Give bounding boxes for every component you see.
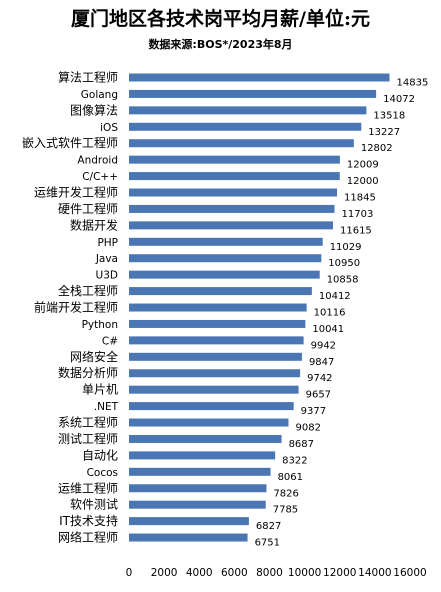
bar (129, 533, 248, 542)
category-label: 全栈工程师 (58, 283, 118, 298)
category-label: 数据分析师 (58, 365, 118, 380)
category-label: C/C++ (82, 171, 118, 183)
data-label: 10412 (319, 291, 351, 302)
bar (129, 106, 367, 115)
data-label: 10858 (327, 275, 359, 286)
data-label: 13518 (373, 110, 405, 121)
category-label: 软件测试 (70, 497, 118, 512)
data-label: 6751 (255, 538, 280, 549)
data-label: 12009 (347, 160, 379, 171)
bar (129, 254, 322, 263)
x-tick-label: 16000 (393, 567, 426, 579)
data-label: 10041 (312, 324, 344, 335)
bar (129, 89, 377, 98)
data-label: 7826 (273, 488, 298, 499)
category-label: 网络安全 (70, 349, 118, 364)
x-tick-label: 12000 (323, 567, 356, 579)
category-label: Golang (81, 89, 118, 101)
category-label: 运维工程师 (58, 480, 118, 495)
bar (129, 204, 335, 213)
data-label: 10950 (328, 258, 360, 269)
data-label: 14835 (397, 78, 429, 89)
category-label: U3D (96, 270, 118, 282)
data-label: 7785 (273, 505, 298, 516)
category-label: 硬件工程师 (58, 201, 118, 216)
bar (129, 319, 306, 328)
data-label: 14072 (383, 94, 415, 105)
category-label: 自动化 (82, 448, 118, 462)
data-label: 9847 (309, 357, 334, 368)
data-label: 11029 (330, 242, 362, 253)
bar (129, 237, 323, 246)
category-label: 网络工程师 (58, 530, 118, 545)
chart-title: 厦门地区各技术岗平均月薪/单位:元 (71, 8, 370, 30)
data-label: 11703 (342, 209, 374, 220)
data-label: 9942 (311, 340, 336, 351)
data-label: 9742 (307, 373, 332, 384)
category-label: PHP (97, 237, 118, 249)
data-label: 11615 (340, 225, 372, 236)
x-tick-label: 2000 (151, 567, 178, 579)
bar (129, 517, 249, 526)
x-tick-label: 14000 (358, 567, 391, 579)
category-label: Cocos (87, 467, 118, 479)
bar (129, 402, 294, 411)
data-label: 9657 (306, 390, 331, 401)
data-label: 8061 (278, 472, 303, 483)
bar (129, 418, 289, 427)
bar (129, 336, 304, 345)
category-label: 测试工程师 (58, 431, 118, 446)
category-label: Java (95, 253, 118, 265)
data-label: 6827 (256, 521, 281, 532)
x-tick-label: 8000 (256, 567, 283, 579)
x-tick-label: 4000 (186, 567, 213, 579)
category-label: iOS (100, 122, 118, 134)
category-label: 运维开发工程师 (34, 185, 118, 200)
category-label: 前端开发工程师 (34, 300, 118, 315)
bar (129, 385, 299, 394)
x-tick-label: 6000 (221, 567, 248, 579)
data-label: 9082 (296, 423, 321, 434)
bar (129, 188, 338, 197)
x-tick-label: 10000 (288, 567, 321, 579)
category-label: 数据开发 (70, 217, 118, 232)
data-label: 12802 (361, 143, 393, 154)
category-label: 系统工程师 (58, 415, 118, 430)
data-label: 13227 (368, 127, 400, 138)
category-label: 算法工程师 (58, 70, 118, 85)
chart-subtitle: 数据来源:BOS*/2023年8月 (148, 38, 293, 51)
bar (129, 484, 267, 493)
bar (129, 73, 390, 82)
bar (129, 172, 340, 181)
bar (129, 155, 340, 164)
data-label: 9377 (301, 406, 326, 417)
bar (129, 451, 276, 460)
bar (129, 369, 301, 378)
category-label: .NET (94, 401, 119, 413)
category-label: 嵌入式软件工程师 (22, 135, 118, 150)
category-label: 单片机 (82, 383, 118, 397)
bar (129, 287, 312, 296)
bar (129, 500, 266, 509)
data-label: 12000 (347, 176, 379, 187)
x-tick-label: 0 (126, 567, 133, 579)
data-label: 10116 (314, 308, 346, 319)
bar (129, 467, 271, 476)
category-label: 图像算法 (70, 102, 118, 117)
bar (129, 139, 354, 148)
bar (129, 434, 282, 443)
category-label: Android (77, 155, 118, 167)
data-label: 8322 (282, 455, 307, 466)
category-label: Python (82, 319, 118, 331)
bar (129, 352, 302, 361)
bar (129, 221, 333, 230)
bar (129, 270, 320, 279)
data-label: 8687 (289, 439, 314, 450)
bar (129, 303, 307, 312)
data-label: 11845 (344, 193, 376, 204)
category-label: C# (102, 335, 118, 347)
bar (129, 122, 362, 131)
category-label: IT技术支持 (59, 513, 118, 528)
